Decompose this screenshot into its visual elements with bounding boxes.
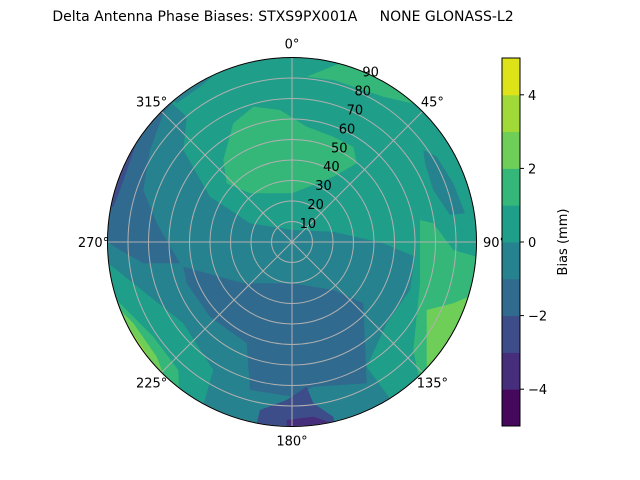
- radial-tick-label: 70: [347, 103, 364, 118]
- colorbar-band--1-0: [502, 242, 520, 280]
- angular-tick-label: 180°: [276, 435, 307, 450]
- colorbar-tick-label: 4: [528, 89, 536, 104]
- angular-tick-label: 270°: [78, 236, 109, 251]
- colorbar-tick-label: 2: [528, 162, 536, 177]
- colorbar-band--2--1: [502, 278, 520, 317]
- radial-tick-label: 50: [331, 141, 348, 156]
- radial-tick-label: 10: [300, 217, 317, 232]
- contour-level--2--1: [183, 266, 367, 397]
- angular-tick-label: 315°: [136, 96, 167, 111]
- radial-tick-label: 90: [362, 66, 379, 81]
- angular-tick-label: 0°: [285, 38, 300, 53]
- contour-level-1-2: [306, 63, 427, 107]
- polar-frame: [107, 57, 477, 427]
- angular-gridline: [161, 111, 423, 373]
- contour-level--1-0: [423, 150, 465, 215]
- radial-tick-label: 20: [307, 198, 324, 213]
- colorbar-band--5--4: [502, 389, 520, 427]
- colorbar-band-2-3: [502, 131, 520, 169]
- radial-tick-label: 60: [339, 122, 356, 137]
- angular-tick-label: 90°: [483, 236, 506, 251]
- colorbar-tick-label: −4: [528, 383, 547, 398]
- colorbar-band-4-5: [502, 58, 520, 96]
- colorbar-band-1-2: [502, 168, 520, 206]
- angular-tick-label: 45°: [421, 96, 444, 111]
- colorbar-band--3--2: [502, 315, 520, 353]
- chart-title: Delta Antenna Phase Biases: STXS9PX001A …: [52, 9, 514, 25]
- contour-level-1-2: [223, 106, 357, 194]
- radial-tick-label: 40: [323, 160, 340, 175]
- colorbar-band-0-1: [502, 205, 520, 243]
- colorbar-tick-label: −2: [528, 310, 547, 325]
- radial-tick-label: 30: [315, 179, 332, 194]
- radial-tick-label: 80: [354, 84, 371, 99]
- contour-level--3--2: [250, 386, 340, 427]
- angular-tick-label: 135°: [417, 376, 448, 391]
- colorbar-band--4--3: [502, 352, 520, 390]
- angular-tick-label: 225°: [136, 376, 167, 391]
- colorbar-band-3-4: [502, 94, 520, 133]
- colorbar-label: Bias (mm): [556, 209, 571, 276]
- colorbar-tick-label: 0: [528, 236, 536, 251]
